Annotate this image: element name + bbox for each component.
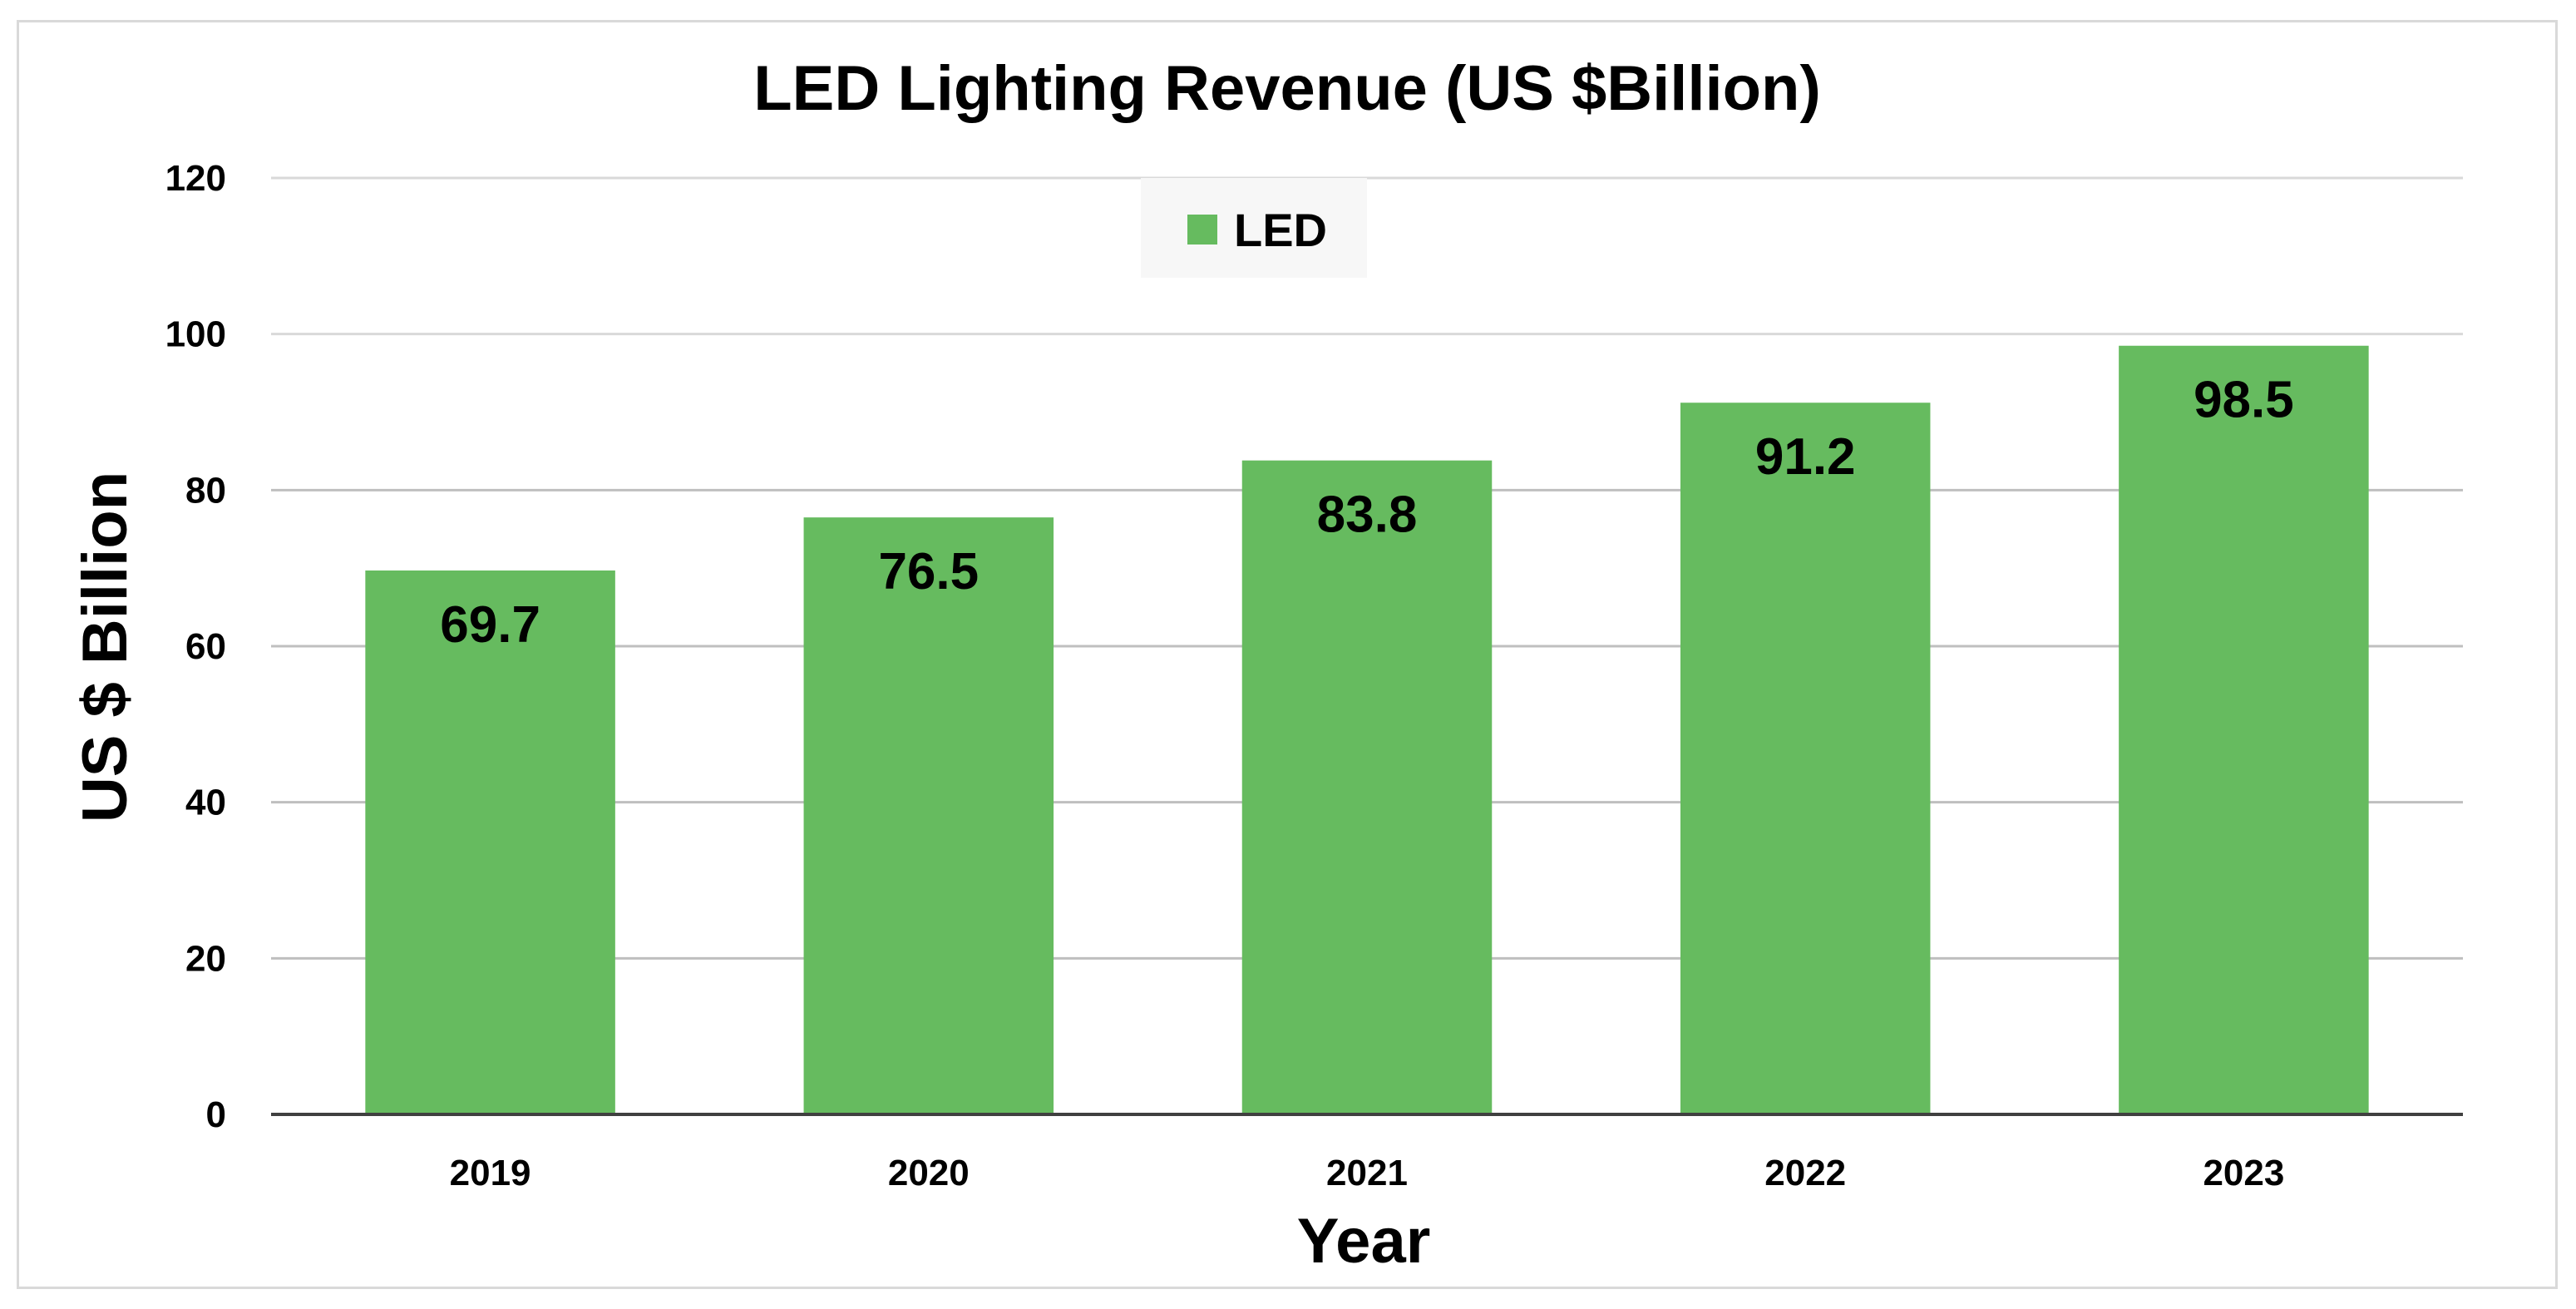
bar [803, 517, 1054, 1114]
x-axis-ticks: 2019 2020 2021 2022 2023 [450, 1153, 2285, 1193]
legend-background [1141, 178, 1367, 278]
x-axis-title: Year [1297, 1206, 1431, 1277]
data-label: 83.8 [1317, 487, 1418, 544]
data-label: 98.5 [2194, 372, 2294, 429]
x-tick-label: 2021 [1326, 1153, 1408, 1193]
y-axis-ticks: 0 20 40 60 80 100 120 [165, 158, 226, 1135]
legend: LED [1141, 178, 1367, 278]
data-label: 69.7 [440, 596, 540, 654]
y-tick-label: 0 [206, 1094, 226, 1135]
x-tick-label: 2019 [450, 1153, 531, 1193]
x-tick-label: 2023 [2203, 1153, 2284, 1193]
x-tick-label: 2022 [1764, 1153, 1846, 1193]
bar [365, 570, 615, 1114]
y-tick-label: 120 [165, 158, 226, 199]
y-tick-label: 40 [185, 783, 226, 823]
data-labels: 69.7 76.5 83.8 91.2 98.5 [440, 372, 2293, 654]
chart-title: LED Lighting Revenue (US $Billion) [753, 53, 1821, 124]
data-label: 76.5 [878, 543, 979, 600]
legend-swatch [1187, 215, 1217, 245]
bar [1241, 460, 1493, 1114]
y-tick-label: 60 [185, 626, 226, 667]
data-label: 91.2 [1755, 428, 1856, 486]
bars [365, 345, 2369, 1114]
legend-label: LED [1234, 204, 1327, 256]
bar [2119, 345, 2369, 1114]
y-axis-title: US $ Billion [70, 472, 141, 822]
y-tick-label: 20 [185, 938, 226, 979]
bar [1680, 403, 1931, 1114]
x-tick-label: 2020 [888, 1153, 970, 1193]
y-tick-label: 80 [185, 470, 226, 511]
y-tick-label: 100 [165, 314, 226, 355]
